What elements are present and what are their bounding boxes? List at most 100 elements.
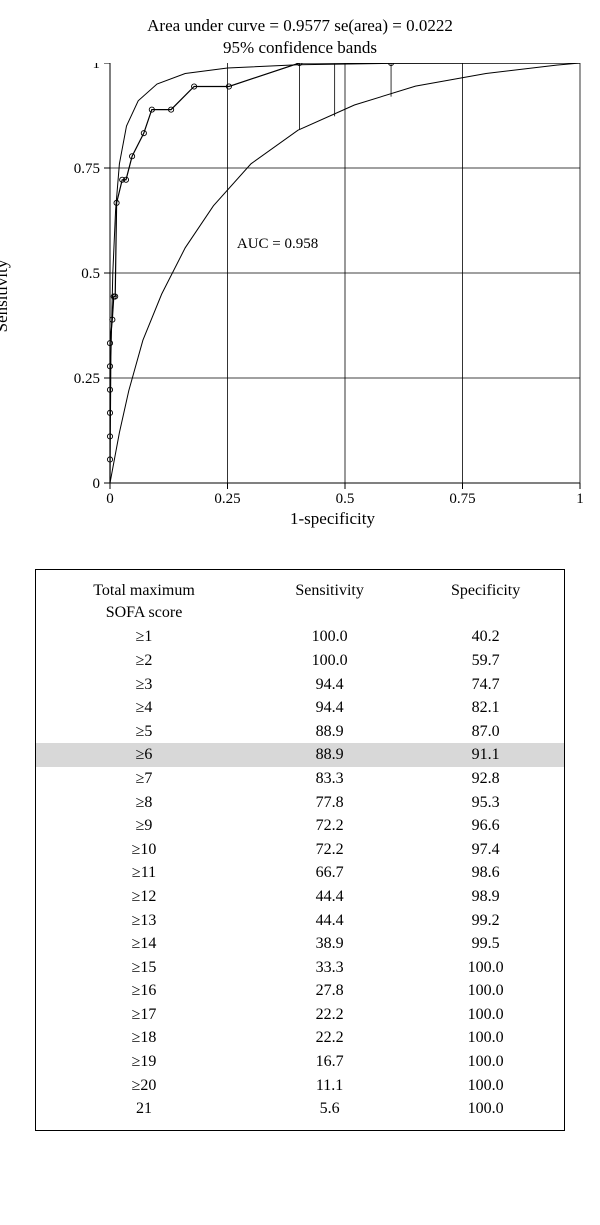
cell-specificity: 74.7 bbox=[407, 673, 564, 697]
y-tick-label: 0 bbox=[93, 476, 101, 492]
cell-score: ≥13 bbox=[36, 909, 252, 933]
cell-sensitivity: 66.7 bbox=[252, 861, 407, 885]
cell-sensitivity: 94.4 bbox=[252, 673, 407, 697]
cell-specificity: 59.7 bbox=[407, 649, 564, 673]
cell-specificity: 100.0 bbox=[407, 1026, 564, 1050]
x-tick-label: 0.75 bbox=[449, 491, 475, 503]
cell-sensitivity: 11.1 bbox=[252, 1074, 407, 1098]
y-axis-label: Sensitivity bbox=[0, 260, 12, 333]
sensitivity-specificity-table: Total maximum SOFA score Sensitivity Spe… bbox=[36, 570, 564, 1130]
cell-specificity: 100.0 bbox=[407, 1074, 564, 1098]
chart-title: Area under curve = 0.9577 se(area) = 0.0… bbox=[15, 15, 585, 59]
auc-annotation: AUC = 0.958 bbox=[237, 236, 318, 252]
cell-score: ≥15 bbox=[36, 956, 252, 980]
cell-score: ≥8 bbox=[36, 791, 252, 815]
table-row: ≥588.987.0 bbox=[36, 720, 564, 744]
table-row: ≥1627.8100.0 bbox=[36, 979, 564, 1003]
cell-score: ≥6 bbox=[36, 743, 252, 767]
table-row: ≥1072.297.4 bbox=[36, 838, 564, 862]
cell-sensitivity: 77.8 bbox=[252, 791, 407, 815]
cell-specificity: 99.2 bbox=[407, 909, 564, 933]
table-row: ≥394.474.7 bbox=[36, 673, 564, 697]
cell-specificity: 82.1 bbox=[407, 696, 564, 720]
y-tick-label: 0.5 bbox=[81, 266, 100, 282]
cell-sensitivity: 33.3 bbox=[252, 956, 407, 980]
table-row: ≥2100.059.7 bbox=[36, 649, 564, 673]
table-row: ≥972.296.6 bbox=[36, 814, 564, 838]
cell-score: ≥12 bbox=[36, 885, 252, 909]
cell-specificity: 100.0 bbox=[407, 1097, 564, 1130]
cell-sensitivity: 88.9 bbox=[252, 743, 407, 767]
table-row: ≥494.482.1 bbox=[36, 696, 564, 720]
cell-score: ≥5 bbox=[36, 720, 252, 744]
x-tick-label: 0 bbox=[106, 491, 114, 503]
table-header-row: Total maximum SOFA score Sensitivity Spe… bbox=[36, 570, 564, 625]
cell-score: ≥14 bbox=[36, 932, 252, 956]
cell-sensitivity: 88.9 bbox=[252, 720, 407, 744]
table-row: ≥688.991.1 bbox=[36, 743, 564, 767]
table-row: ≥877.895.3 bbox=[36, 791, 564, 815]
cell-sensitivity: 44.4 bbox=[252, 909, 407, 933]
cell-specificity: 99.5 bbox=[407, 932, 564, 956]
cell-specificity: 95.3 bbox=[407, 791, 564, 815]
cell-sensitivity: 27.8 bbox=[252, 979, 407, 1003]
chart-container: Sensitivity 00.250.50.75100.250.50.751AU… bbox=[40, 63, 585, 529]
cell-sensitivity: 16.7 bbox=[252, 1050, 407, 1074]
col-header-score: Total maximum SOFA score bbox=[36, 570, 252, 625]
data-table-container: Total maximum SOFA score Sensitivity Spe… bbox=[35, 569, 565, 1131]
cell-score: ≥10 bbox=[36, 838, 252, 862]
cell-sensitivity: 5.6 bbox=[252, 1097, 407, 1130]
cell-specificity: 91.1 bbox=[407, 743, 564, 767]
cell-sensitivity: 72.2 bbox=[252, 814, 407, 838]
cell-sensitivity: 94.4 bbox=[252, 696, 407, 720]
table-row: ≥1244.498.9 bbox=[36, 885, 564, 909]
cell-sensitivity: 22.2 bbox=[252, 1003, 407, 1027]
chart-title-line2: 95% confidence bands bbox=[223, 38, 377, 57]
cell-specificity: 98.6 bbox=[407, 861, 564, 885]
figure-container: Area under curve = 0.9577 se(area) = 0.0… bbox=[15, 15, 585, 1131]
col-header-sensitivity: Sensitivity bbox=[252, 570, 407, 625]
cell-sensitivity: 100.0 bbox=[252, 649, 407, 673]
cell-score: ≥2 bbox=[36, 649, 252, 673]
cell-specificity: 92.8 bbox=[407, 767, 564, 791]
cell-specificity: 87.0 bbox=[407, 720, 564, 744]
cell-specificity: 97.4 bbox=[407, 838, 564, 862]
cell-score: ≥16 bbox=[36, 979, 252, 1003]
table-row: ≥1533.3100.0 bbox=[36, 956, 564, 980]
cell-specificity: 96.6 bbox=[407, 814, 564, 838]
cell-specificity: 100.0 bbox=[407, 956, 564, 980]
cell-sensitivity: 100.0 bbox=[252, 625, 407, 649]
cell-sensitivity: 72.2 bbox=[252, 838, 407, 862]
x-tick-label: 0.25 bbox=[214, 491, 240, 503]
cell-score: 21 bbox=[36, 1097, 252, 1130]
cell-score: ≥11 bbox=[36, 861, 252, 885]
y-tick-label: 1 bbox=[93, 63, 101, 72]
cell-sensitivity: 38.9 bbox=[252, 932, 407, 956]
table-row: ≥1916.7100.0 bbox=[36, 1050, 564, 1074]
col-header-specificity: Specificity bbox=[407, 570, 564, 625]
cell-score: ≥1 bbox=[36, 625, 252, 649]
cell-sensitivity: 44.4 bbox=[252, 885, 407, 909]
cell-score: ≥18 bbox=[36, 1026, 252, 1050]
table-row: ≥1722.2100.0 bbox=[36, 1003, 564, 1027]
x-tick-label: 1 bbox=[576, 491, 584, 503]
cell-score: ≥9 bbox=[36, 814, 252, 838]
cell-sensitivity: 83.3 bbox=[252, 767, 407, 791]
cell-score: ≥20 bbox=[36, 1074, 252, 1098]
table-row: 215.6100.0 bbox=[36, 1097, 564, 1130]
cell-score: ≥7 bbox=[36, 767, 252, 791]
table-row: ≥1100.040.2 bbox=[36, 625, 564, 649]
table-row: ≥1822.2100.0 bbox=[36, 1026, 564, 1050]
x-axis-label: 1-specificity bbox=[40, 509, 585, 529]
table-row: ≥1166.798.6 bbox=[36, 861, 564, 885]
cell-score: ≥3 bbox=[36, 673, 252, 697]
roc-chart: 00.250.50.75100.250.50.751AUC = 0.958 bbox=[40, 63, 585, 503]
y-tick-label: 0.75 bbox=[74, 161, 100, 177]
cell-sensitivity: 22.2 bbox=[252, 1026, 407, 1050]
cell-score: ≥4 bbox=[36, 696, 252, 720]
table-row: ≥2011.1100.0 bbox=[36, 1074, 564, 1098]
cell-score: ≥19 bbox=[36, 1050, 252, 1074]
cell-score: ≥17 bbox=[36, 1003, 252, 1027]
y-tick-label: 0.25 bbox=[74, 371, 100, 387]
table-row: ≥783.392.8 bbox=[36, 767, 564, 791]
